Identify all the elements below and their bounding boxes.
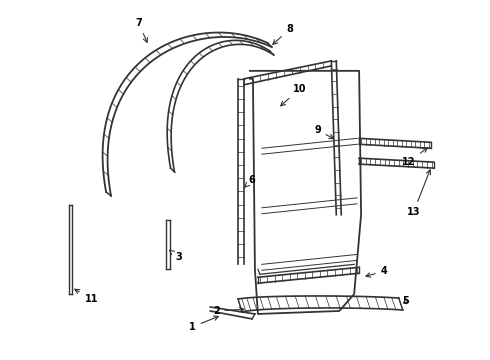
Text: 7: 7 [135,18,147,42]
Text: 3: 3 [170,250,182,262]
Text: 4: 4 [366,266,387,277]
Text: 10: 10 [281,84,306,106]
Text: 12: 12 [402,148,427,167]
Text: 1: 1 [189,316,219,332]
Text: 13: 13 [407,170,431,217]
Text: 2: 2 [213,306,244,316]
Text: 6: 6 [245,175,255,187]
Text: 8: 8 [273,24,293,44]
Text: 11: 11 [75,289,98,304]
Text: 9: 9 [314,125,334,139]
Text: 5: 5 [402,296,409,306]
